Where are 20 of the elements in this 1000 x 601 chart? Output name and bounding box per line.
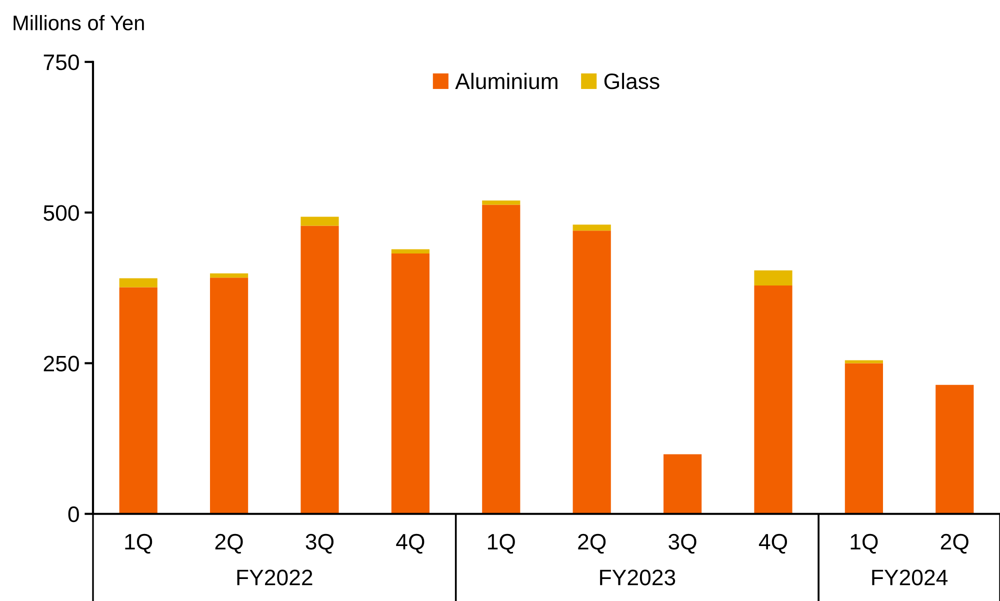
text: FY2023: [600, 570, 676, 586]
x-tick-label: 2Q: [578, 534, 606, 554]
y-axis-title: Millions of Yen: [14, 15, 144, 30]
x-tick-label: 4Q: [396, 534, 424, 554]
x-tick-label: 3Q: [306, 534, 334, 554]
x-tick-label: 2Q: [940, 534, 968, 554]
x-tick-label: 2Q: [215, 534, 243, 554]
x-tick-label: 1Q: [488, 534, 515, 554]
x-tick-label: 1Q: [850, 534, 878, 554]
x-tick-label: 1Q: [125, 534, 152, 554]
legend-label: Glass: [604, 72, 660, 90]
y-tick-label: 0: [68, 506, 79, 522]
y-tick-label: 500: [44, 205, 79, 221]
legend-label: Aluminium: [455, 72, 558, 90]
y-tick-label: 250: [44, 356, 79, 372]
x-tick-label: 3Q: [668, 534, 696, 554]
text: FY2024: [872, 570, 948, 586]
text: FY2022: [237, 570, 312, 586]
y-tick-label: 750: [44, 54, 79, 70]
x-tick-label: 4Q: [758, 534, 788, 554]
